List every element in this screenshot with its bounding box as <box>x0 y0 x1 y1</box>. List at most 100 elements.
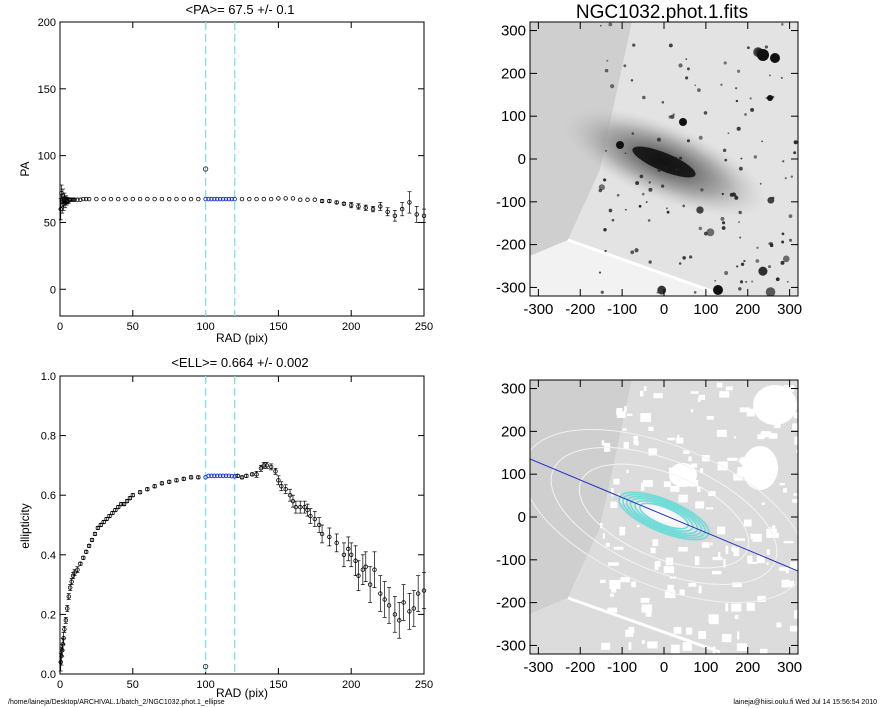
ellipticity-panel: <ELL>= 0.664 +/- 0.002 0 50 100 150 200 250 0.… <box>18 355 433 700</box>
x-tick-label: 50 <box>127 679 139 691</box>
x-tick-label: 150 <box>269 321 287 333</box>
star-point <box>761 140 764 143</box>
star-point <box>720 216 725 221</box>
data-point <box>166 196 172 202</box>
x-tick-label: -300 <box>523 301 553 318</box>
data-point <box>421 588 427 593</box>
star-point <box>756 246 759 249</box>
y-tick-label: 200 <box>501 65 526 82</box>
y-tick-label: 100 <box>501 466 526 483</box>
mask-blob <box>698 585 702 594</box>
star-point <box>734 195 739 200</box>
data-point <box>159 481 165 486</box>
data-point <box>174 196 179 202</box>
star-point <box>738 221 741 224</box>
data-point <box>283 487 288 492</box>
mask-blob <box>641 482 645 491</box>
data-point <box>421 213 427 218</box>
star-point <box>775 277 780 282</box>
fit-data-point <box>217 473 223 479</box>
star-point <box>632 43 636 47</box>
mask-blob <box>698 397 701 403</box>
star-point <box>682 256 686 260</box>
mask-blob <box>749 603 753 611</box>
y-tick-label: 0.8 <box>41 431 56 443</box>
star-point <box>603 227 607 232</box>
mask-blob <box>725 386 733 391</box>
mask-blob <box>610 585 617 593</box>
fit-data-point <box>217 196 223 202</box>
data-point <box>78 197 83 202</box>
mask-blob <box>631 581 637 588</box>
star-point <box>724 271 729 275</box>
star-point <box>616 193 620 197</box>
y-tick-label: 100 <box>38 151 56 163</box>
mask-blob <box>721 633 732 643</box>
data-point <box>121 501 127 507</box>
x-tick-label: 300 <box>777 659 802 676</box>
mask-blob <box>648 426 654 431</box>
fit-data-point <box>209 473 214 479</box>
mask-blob <box>779 567 790 571</box>
data-point <box>308 513 313 519</box>
star-point <box>706 228 715 237</box>
star-point <box>694 84 697 87</box>
ellipticity-panel-title: <ELL>= 0.664 +/- 0.002 <box>171 355 308 370</box>
x-tick-label: 100 <box>196 321 214 333</box>
fitted-isophote-ellipses <box>618 491 710 541</box>
star-point <box>739 280 744 284</box>
footer-user-date: laineja@hiisi.oulu.fi Wed Jul 14 15:56:5… <box>733 699 877 706</box>
x-tick-label: -200 <box>565 659 595 676</box>
mask-blob <box>607 607 618 613</box>
star-point <box>786 280 789 283</box>
mask-blob <box>793 493 798 496</box>
mask-blob <box>678 494 688 503</box>
star-point <box>696 206 704 214</box>
mask-blob <box>610 593 614 597</box>
mask-blob <box>785 568 790 574</box>
data-point <box>66 594 71 599</box>
star-point <box>767 196 775 204</box>
mask-blob <box>793 561 798 567</box>
mask-blob <box>746 408 755 417</box>
star-point <box>768 74 771 77</box>
mask-blob <box>734 614 739 619</box>
data-point <box>312 516 317 522</box>
bright-star <box>679 118 687 126</box>
star-point <box>642 95 646 100</box>
mask-blob <box>706 416 714 420</box>
star-point <box>731 192 736 197</box>
mask-blob <box>710 542 713 546</box>
data-point <box>101 519 106 525</box>
star-point <box>736 69 741 73</box>
data-point <box>276 478 281 483</box>
mask-blob <box>792 499 798 503</box>
mask-blob <box>766 562 769 566</box>
mask-blob <box>712 556 723 561</box>
star-point <box>657 285 667 295</box>
star-point <box>755 259 760 263</box>
star-point <box>793 140 798 145</box>
mask-blob <box>639 390 644 397</box>
mask-blob <box>700 468 704 473</box>
fit-data-point <box>214 196 220 202</box>
y-tick-label: 0.0 <box>41 669 56 681</box>
y-tick-label: 0.2 <box>41 609 56 621</box>
mask-blob <box>733 473 744 481</box>
mask-blob <box>676 437 684 444</box>
star-point <box>780 76 783 79</box>
bright-star <box>713 285 723 295</box>
mask-blob <box>665 557 674 566</box>
data-point <box>130 196 135 202</box>
mask-blob <box>641 604 653 613</box>
fit-data-point <box>229 473 235 479</box>
mask-blob <box>781 579 790 588</box>
data-point <box>61 636 66 641</box>
satellite-trail <box>567 238 721 296</box>
mask-blob <box>698 631 707 639</box>
x-tick-label: 0 <box>660 659 668 676</box>
mask-blob <box>613 478 620 485</box>
fit-data-point <box>209 196 214 202</box>
y-tick-label: 200 <box>501 423 526 440</box>
data-point <box>298 197 303 202</box>
